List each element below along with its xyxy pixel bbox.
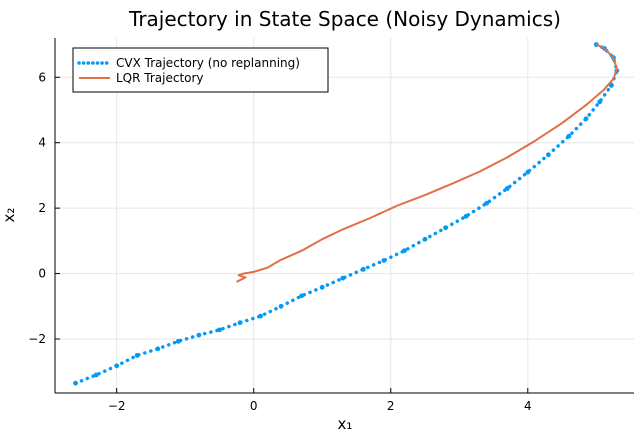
series-point-cvx bbox=[422, 236, 428, 242]
x-tick-label: 4 bbox=[524, 399, 532, 413]
y-tick-label: 4 bbox=[38, 136, 46, 150]
series-point-cvx bbox=[217, 327, 222, 333]
series-point-cvx bbox=[114, 363, 120, 369]
y-tick-label: 0 bbox=[38, 267, 46, 281]
y-tick-label: −2 bbox=[28, 332, 46, 346]
series-point-cvx bbox=[155, 346, 161, 352]
chart-title: Trajectory in State Space (Noisy Dynamic… bbox=[128, 7, 561, 31]
y-tick-label: 2 bbox=[38, 201, 46, 215]
series-point-cvx bbox=[93, 372, 99, 378]
legend: CVX Trajectory (no replanning)LQR Trajec… bbox=[72, 47, 329, 93]
y-axis-label: x₂ bbox=[0, 208, 18, 223]
series-point-cvx bbox=[463, 213, 469, 219]
series-point-cvx bbox=[504, 186, 510, 191]
series-point-cvx bbox=[134, 352, 140, 358]
series-point-cvx bbox=[545, 152, 551, 158]
series-point-cvx bbox=[360, 266, 366, 272]
series-point-cvx bbox=[258, 313, 263, 319]
legend-label: LQR Trajectory bbox=[116, 71, 204, 85]
y-tick-label: 6 bbox=[38, 70, 46, 84]
series-point-cvx bbox=[597, 99, 603, 105]
series-point-cvx bbox=[340, 275, 346, 281]
legend-box bbox=[72, 47, 329, 93]
series-point-cvx bbox=[484, 200, 490, 206]
series-layer bbox=[73, 42, 620, 386]
series-point-cvx bbox=[319, 284, 325, 290]
series-line-lqr bbox=[236, 43, 618, 283]
legend-label: CVX Trajectory (no replanning) bbox=[116, 56, 300, 70]
series-point-cvx bbox=[237, 320, 243, 326]
series-point-cvx bbox=[525, 169, 531, 175]
series-point-cvx bbox=[196, 332, 202, 338]
tick-labels: −2 0 2 4 −2 0 2 4 6 bbox=[28, 70, 531, 413]
series-point-cvx bbox=[608, 83, 614, 88]
series-point-cvx bbox=[381, 258, 387, 263]
x-axis-label: x₁ bbox=[338, 415, 353, 433]
series-line-cvx bbox=[73, 42, 619, 385]
series-point-cvx bbox=[278, 303, 284, 309]
series-point-cvx bbox=[402, 248, 407, 254]
series-point-cvx bbox=[583, 116, 589, 122]
series-point-cvx bbox=[299, 293, 305, 299]
axes bbox=[54, 38, 634, 394]
x-tick-label: 2 bbox=[387, 399, 395, 413]
series-point-cvx bbox=[566, 133, 572, 139]
series-point-cvx bbox=[73, 380, 78, 386]
series-point-cvx bbox=[175, 338, 181, 344]
x-tick-label: −2 bbox=[108, 399, 126, 413]
x-tick-label: 0 bbox=[250, 399, 258, 413]
series-point-cvx bbox=[443, 225, 448, 231]
